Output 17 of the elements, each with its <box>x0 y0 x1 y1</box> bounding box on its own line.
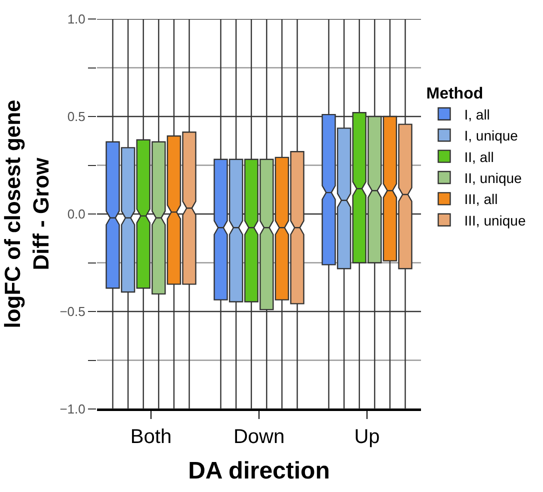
x-tick-label: Down <box>233 426 285 448</box>
x-axis-title: DA direction <box>188 458 330 485</box>
y-tick-label: −0.5 <box>60 304 86 320</box>
y-tick-label: 0.5 <box>67 109 86 124</box>
legend-label: I, all <box>464 106 490 122</box>
legend-label: III, all <box>464 191 498 208</box>
y-tick-label: 0.0 <box>67 206 86 222</box>
y-axis-title: logFC of closest gene Diff - Grow <box>0 100 54 328</box>
y-tick-label: −1.0 <box>60 402 86 417</box>
legend-label: I, unique <box>464 128 518 144</box>
legend-label: III, unique <box>464 212 526 228</box>
x-tick-label: Both <box>130 426 172 448</box>
x-tick-label: Up <box>354 426 380 448</box>
legend-label: II, unique <box>464 170 522 186</box>
legend-label: II, all <box>464 148 494 165</box>
y-tick-label: 1.0 <box>67 12 86 27</box>
legend-title: Method <box>426 85 484 102</box>
